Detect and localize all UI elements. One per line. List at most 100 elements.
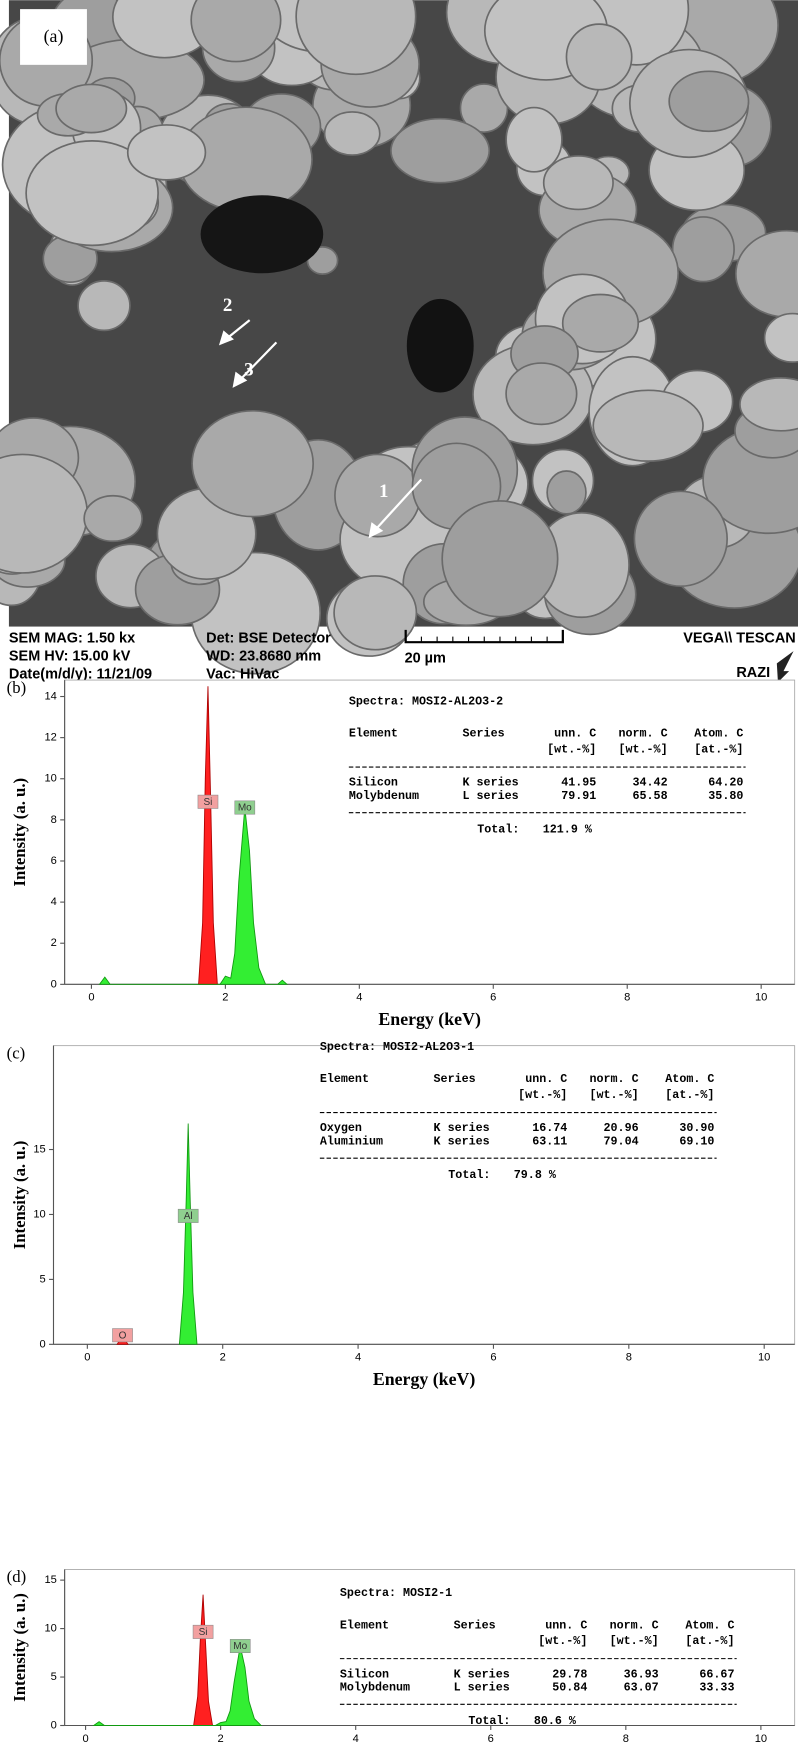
info-text: Vac: HiVac [206, 666, 279, 682]
spectrum-peak [92, 1645, 263, 1726]
grain [191, 409, 314, 518]
x-tick-label: 0 [84, 1352, 90, 1364]
x-tick-label: 10 [755, 992, 767, 1004]
grain [505, 106, 563, 173]
y-tick-label: 10 [44, 1623, 56, 1635]
panel-label: (b) [7, 678, 26, 697]
info-text: WD: 23.8680 mm [206, 648, 321, 664]
x-axis-title: Energy (keV) [373, 1369, 476, 1390]
logo-text: RAZI [736, 665, 770, 681]
table-units: [wt.-%] [610, 1634, 659, 1648]
arrowhead [232, 371, 248, 388]
table-units: [at.-%] [685, 1634, 734, 1648]
table-cell: 63.07 [624, 1681, 659, 1695]
plot-frame [64, 1569, 796, 1726]
panel-label: (c) [7, 1043, 26, 1062]
spectrum-peak [178, 1123, 198, 1345]
grain [441, 500, 559, 618]
table-total-label: Total: [468, 1714, 510, 1728]
y-axis-title: Intensity (a. u.) [10, 778, 29, 887]
x-tick-label: 10 [758, 1352, 770, 1364]
table-header: Element [320, 1072, 369, 1086]
table-header: Atom. C [665, 1072, 714, 1086]
table-cell: 64.20 [708, 776, 743, 790]
x-tick-label: 8 [623, 1733, 629, 1745]
table-header: Series [463, 727, 505, 741]
x-tick-label: 2 [220, 1352, 226, 1364]
table-header: norm. C [610, 1618, 659, 1632]
table-cell: 69.10 [679, 1135, 714, 1149]
x-tick-label: 6 [488, 1733, 494, 1745]
table-units: [wt.-%] [518, 1088, 567, 1102]
arrowhead [218, 330, 234, 346]
arrow [373, 478, 423, 532]
table-cell: Molybdenum [340, 1681, 410, 1695]
table-header: Series [454, 1618, 496, 1632]
arrow [225, 319, 251, 340]
panel-label: (a) [44, 26, 64, 47]
table-cell: 33.33 [699, 1681, 734, 1695]
grain [77, 280, 131, 332]
y-axis-title: Intensity (a. u.) [10, 1593, 29, 1702]
table-cell: K series [454, 1667, 510, 1681]
y-axis-title: Intensity (a. u.) [10, 1141, 29, 1250]
pore [200, 195, 324, 274]
table-total: 121.9 % [543, 823, 593, 837]
grain [671, 216, 735, 283]
y-tick-label: 15 [33, 1143, 45, 1155]
x-tick-label: 4 [356, 992, 362, 1004]
y-tick-label: 10 [44, 773, 56, 785]
x-tick-label: 10 [755, 1733, 767, 1745]
info-text: Det: BSE Detector [206, 631, 331, 647]
y-tick-label: 5 [40, 1273, 46, 1285]
table-units: [wt.-%] [590, 1088, 639, 1102]
table-cell: Molybdenum [349, 789, 419, 803]
x-tick-label: 4 [355, 1352, 361, 1364]
table-header: unn. C [525, 1072, 567, 1086]
table-cell: 63.11 [532, 1135, 567, 1149]
peak-label-box [192, 1624, 214, 1639]
table-units: [at.-%] [694, 742, 743, 756]
grain [546, 470, 587, 515]
table-cell: 36.93 [624, 1667, 659, 1681]
table-units: [wt.-%] [538, 1634, 587, 1648]
table-title: Spectra: MOSI2-AL2O3-2 [349, 694, 503, 708]
peak-label-box [177, 1208, 199, 1223]
grain [55, 83, 128, 134]
table-cell: L series [454, 1681, 510, 1695]
arrow [238, 341, 278, 382]
scale-bar-label: 20 µm [405, 651, 446, 667]
grain [542, 155, 614, 211]
y-tick-label: 0 [51, 978, 57, 990]
table-header: Atom. C [685, 1618, 734, 1632]
table-cell: K series [434, 1135, 490, 1149]
grain [333, 575, 418, 651]
grain [668, 70, 750, 133]
table-cell: Oxygen [320, 1121, 362, 1135]
table-header: norm. C [590, 1072, 639, 1086]
peak-label: Mo [233, 1641, 247, 1652]
table-cell: Aluminium [320, 1135, 383, 1149]
grain [459, 83, 509, 133]
table-cell: 65.58 [633, 789, 668, 803]
table-cell: 79.04 [604, 1135, 639, 1149]
plot-frame [64, 679, 796, 985]
table-total-label: Total: [448, 1168, 490, 1182]
grain [83, 494, 143, 543]
x-tick-label: 0 [82, 1733, 88, 1745]
grain [190, 0, 282, 63]
table-cell: 66.67 [699, 1667, 734, 1681]
x-tick-label: 2 [218, 1733, 224, 1745]
grain [390, 117, 491, 184]
table-cell: 29.78 [552, 1667, 587, 1681]
grain [295, 0, 417, 76]
table-units: [at.-%] [665, 1088, 714, 1102]
info-text: Date(m/d/y): 11/21/09 [9, 666, 152, 682]
table-cell: 30.90 [679, 1121, 714, 1135]
plot-frame [53, 1045, 796, 1345]
grain [739, 377, 798, 432]
